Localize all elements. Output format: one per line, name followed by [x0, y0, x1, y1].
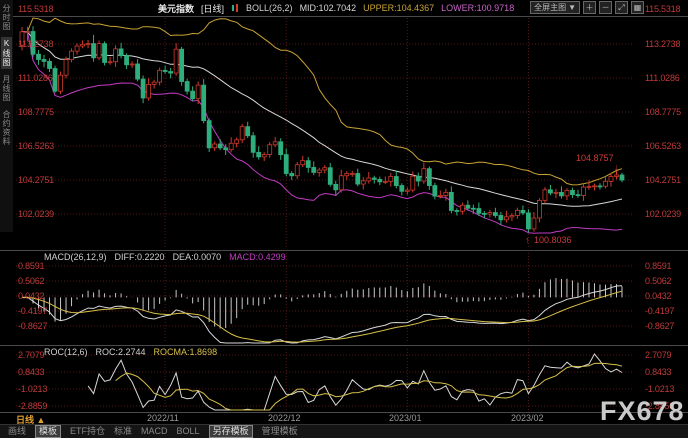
triangle-up-icon: ▲: [36, 415, 46, 425]
main-axis-label: 115.5318: [645, 4, 681, 14]
tab-save-template[interactable]: 另存模板: [208, 425, 253, 438]
roc-indicator-name: ROC(12,6): [44, 347, 88, 357]
macd-axis-label: 0.5062: [18, 276, 45, 286]
roc-axis-label: -1.0213: [645, 384, 675, 394]
macd-axis-label: 0.8591: [645, 261, 672, 271]
macd-axis-label: 0.0432: [645, 291, 672, 301]
tab-draw-line[interactable]: 画线: [8, 426, 27, 436]
roc-axis-label: -2.8859: [18, 401, 48, 411]
main-axis-label: 108.7775: [18, 107, 54, 117]
left-tab-strip: 分时图 K线图 月线图 合约资料: [0, 0, 13, 232]
main-axis-label: 102.0239: [645, 209, 681, 219]
fullscreen-button-label: 全屏主图: [534, 3, 567, 12]
sidebar-item-contract-info[interactable]: 合约资料: [2, 110, 11, 146]
main-axis-label: 106.5263: [18, 141, 54, 151]
roc-axis-label: 0.8433: [645, 367, 672, 377]
tab-boll[interactable]: BOLL: [176, 426, 200, 436]
tab-macd[interactable]: MACD: [141, 426, 168, 436]
roc-value: ROC:2.2744: [95, 347, 146, 357]
main-axis-label: 102.0239: [18, 209, 54, 219]
macd-axis-label: -0.4197: [18, 306, 48, 316]
low-price-annotation: 100.8036: [534, 235, 572, 245]
macd-diff-value: DIFF:0.2220: [114, 252, 165, 262]
chart-header: 美元指数 [日线] BOLL(26,2) MID:102.7042 UPPER:…: [158, 1, 514, 15]
main-axis-label: 108.7775: [645, 107, 681, 117]
fx678-watermark: FX678: [600, 396, 685, 426]
main-axis-label: 113.2738: [645, 39, 681, 49]
period-tag: [日线]: [201, 3, 225, 14]
month-tick-label: 2022/12: [268, 413, 301, 423]
high-price-annotation: 104.8757: [576, 153, 614, 163]
main-axis-label: 115.5318: [18, 4, 54, 14]
macd-axis-label: 0.5062: [645, 276, 672, 286]
tab-etf-holdings[interactable]: ETF持仓: [70, 426, 106, 436]
grid-view-icon[interactable]: ▦: [631, 1, 644, 14]
arrow-down-icon: ↓: [614, 162, 619, 172]
main-axis-label: 104.2751: [645, 175, 681, 185]
month-tick-label: 2023/02: [511, 413, 544, 423]
boll-mid-value: MID:102.7042: [299, 3, 357, 13]
main-axis-label: 106.5263: [645, 141, 681, 151]
month-tick-label: 2022/11: [147, 413, 179, 423]
macd-panel-header: MACD(26,12,9) DIFF:0.2220 DEA:0.0070 MAC…: [44, 252, 286, 262]
sidebar-item-monthly[interactable]: 月线图: [2, 75, 11, 102]
header-controls: 全屏主图 ▼ ＋ － ⤢ ▦: [530, 1, 644, 14]
period-selector[interactable]: 日线 ▲: [16, 413, 45, 426]
roc-axis-label: 2.7079: [18, 350, 45, 360]
macd-axis-label: -0.4197: [645, 306, 675, 316]
macd-indicator-name: MACD(26,12,9): [44, 252, 107, 262]
candlestick-icon: [231, 4, 239, 12]
arrow-up-icon: ↑: [525, 235, 530, 245]
macd-axis-label: 0.0432: [18, 291, 45, 301]
sidebar-item-timeline[interactable]: 分时图: [2, 4, 11, 31]
tab-standard[interactable]: 标准: [114, 426, 133, 436]
roc-axis-label: -2.8859: [645, 401, 675, 411]
main-axis-label: 104.2751: [18, 175, 54, 185]
main-axis-label: 111.0286: [18, 73, 53, 83]
macd-value: MACD:0.4299: [229, 252, 286, 262]
tab-template[interactable]: 模板: [35, 425, 62, 438]
fullscreen-main-chart-button[interactable]: 全屏主图 ▼: [530, 1, 580, 14]
main-axis-label: 111.0286: [645, 73, 680, 83]
main-axis-label: 113.2738: [18, 39, 54, 49]
boll-upper-value: UPPER:104.4367: [363, 3, 435, 13]
month-tick-label: 2023/01: [389, 413, 422, 423]
roc-axis-label: -1.0213: [18, 384, 48, 394]
macd-dea-value: DEA:0.0070: [172, 252, 222, 262]
boll-legend-label: BOLL(26,2): [246, 3, 293, 13]
expand-icon[interactable]: ⤢: [615, 1, 628, 14]
bottom-tab-bar: 画线 模板 ETF持仓 标准 MACD BOLL 另存模板 管理模板: [0, 424, 688, 438]
tab-manage-template[interactable]: 管理模板: [261, 426, 298, 436]
period-selector-label: 日线: [16, 415, 35, 425]
chevron-down-icon: ▼: [568, 3, 576, 12]
zoom-out-icon[interactable]: －: [599, 1, 612, 14]
symbol-title: 美元指数: [158, 3, 195, 14]
zoom-in-icon[interactable]: ＋: [583, 1, 596, 14]
macd-axis-label: -0.8627: [645, 321, 675, 331]
macd-axis-label: 0.8591: [18, 261, 45, 271]
macd-axis-label: -0.8627: [18, 321, 48, 331]
sidebar-item-kline[interactable]: K线图: [1, 37, 12, 69]
rocma-value: ROCMA:1.8698: [153, 347, 218, 357]
roc-axis-label: 0.8433: [18, 367, 45, 377]
roc-panel-header: ROC(12,6) ROC:2.2744 ROCMA:1.8698: [44, 347, 217, 357]
boll-lower-value: LOWER:100.9718: [441, 3, 515, 13]
roc-axis-label: 2.7079: [645, 350, 672, 360]
